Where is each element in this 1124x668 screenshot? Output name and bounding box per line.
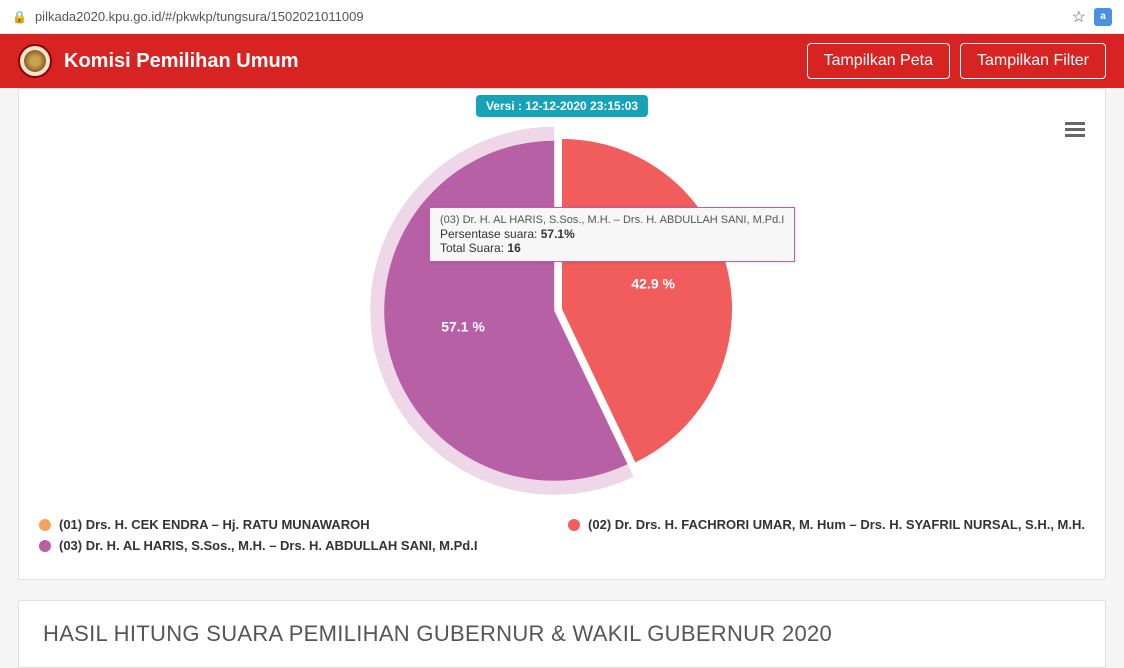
site-header: Komisi Pemilihan Umum Tampilkan Peta Tam… xyxy=(0,34,1124,88)
legend-item[interactable]: (03) Dr. H. AL HARIS, S.Sos., M.H. – Drs… xyxy=(39,538,1055,553)
tooltip-total-row: Total Suara: 16 xyxy=(440,241,784,255)
chart-card: Versi : 12-12-2020 23:15:03 42.9 % 57.1 %… xyxy=(18,88,1106,580)
kpu-logo-icon xyxy=(18,44,52,78)
site-title: Komisi Pemilihan Umum xyxy=(64,50,797,73)
lock-icon: 🔒 xyxy=(12,10,27,24)
slice-label: 42.9 % xyxy=(631,275,675,291)
show-filter-button[interactable]: Tampilkan Filter xyxy=(960,43,1106,79)
url-text: pilkada2020.kpu.go.id/#/pkwkp/tungsura/1… xyxy=(35,9,1064,24)
legend-item[interactable]: (02) Dr. Drs. H. FACHRORI UMAR, M. Hum –… xyxy=(568,517,1085,532)
legend-label: (01) Drs. H. CEK ENDRA – Hj. RATU MUNAWA… xyxy=(59,517,370,532)
results-section-card: HASIL HITUNG SUARA PEMILIHAN GUBERNUR & … xyxy=(18,600,1106,668)
legend-label: (02) Dr. Drs. H. FACHRORI UMAR, M. Hum –… xyxy=(588,517,1085,532)
pie-chart: 42.9 % 57.1 % (03) Dr. H. AL HARIS, S.Sos… xyxy=(39,119,1085,499)
browser-address-bar: 🔒 pilkada2020.kpu.go.id/#/pkwkp/tungsura… xyxy=(0,0,1124,34)
extension-icon[interactable]: a xyxy=(1094,8,1112,26)
chart-tooltip: (03) Dr. H. AL HARIS, S.Sos., M.H. – Drs… xyxy=(429,207,795,262)
chart-legend: (01) Drs. H. CEK ENDRA – Hj. RATU MUNAWA… xyxy=(39,517,1085,559)
legend-label: (03) Dr. H. AL HARIS, S.Sos., M.H. – Drs… xyxy=(59,538,477,553)
tooltip-percent-row: Persentase suara: 57.1% xyxy=(440,227,784,241)
tooltip-title: (03) Dr. H. AL HARIS, S.Sos., M.H. – Drs… xyxy=(440,214,784,226)
legend-dot-icon xyxy=(39,519,51,531)
legend-dot-icon xyxy=(39,540,51,552)
section-title: HASIL HITUNG SUARA PEMILIHAN GUBERNUR & … xyxy=(19,601,1105,667)
legend-dot-icon xyxy=(568,519,580,531)
version-badge: Versi : 12-12-2020 23:15:03 xyxy=(476,95,648,117)
legend-item[interactable]: (01) Drs. H. CEK ENDRA – Hj. RATU MUNAWA… xyxy=(39,517,370,532)
show-map-button[interactable]: Tampilkan Peta xyxy=(807,43,950,79)
bookmark-star-icon[interactable]: ☆ xyxy=(1072,7,1086,27)
slice-label: 57.1 % xyxy=(441,318,485,334)
